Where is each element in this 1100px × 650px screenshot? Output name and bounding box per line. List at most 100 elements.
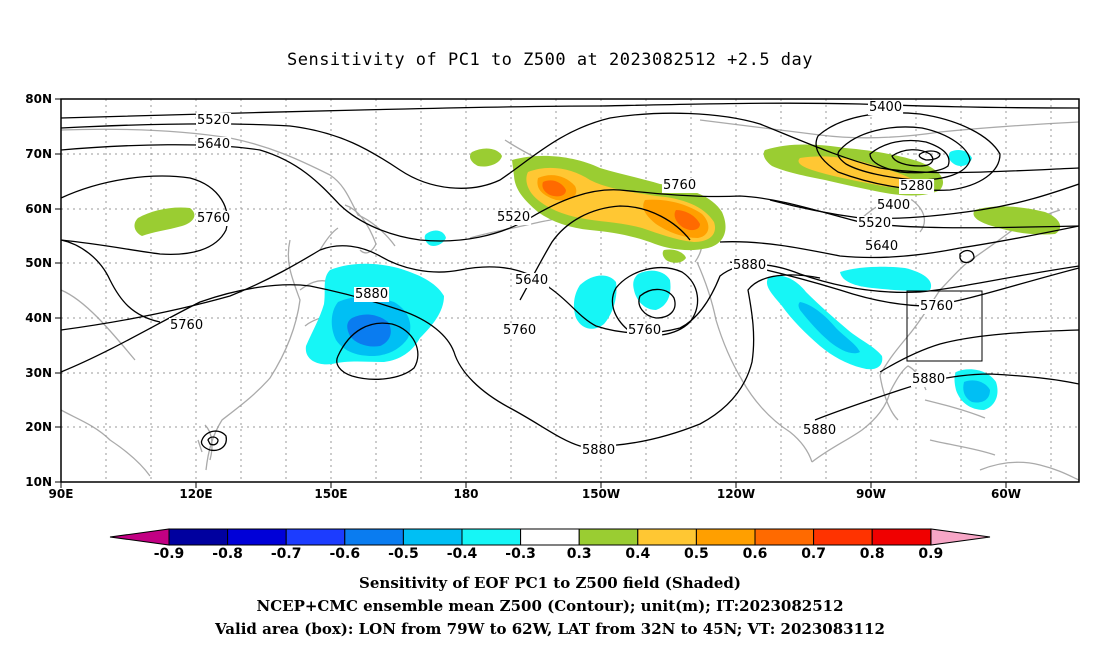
contour-label-5640-b-bg bbox=[864, 239, 900, 254]
colorbar-cell-7 bbox=[520, 528, 580, 546]
map-frame bbox=[60, 98, 1080, 483]
colorbar: -0.9 -0.8 -0.7 -0.6 -0.5 -0.4 -0.3 0.3 0.4 0.5 0.6… bbox=[109, 528, 991, 562]
contour-label-5400-a: 5400 bbox=[869, 100, 902, 115]
coast-hudson-bay bbox=[859, 198, 926, 233]
contour-label-5640-c-bg bbox=[514, 273, 550, 288]
lon-label-120e: 120E bbox=[179, 487, 212, 501]
colorbar-label: 0.6 bbox=[743, 546, 768, 562]
shade-pos-0.3-siberia-east bbox=[470, 148, 502, 167]
colorbar-cell-9 bbox=[637, 528, 697, 546]
contour-label-5520-a: 5520 bbox=[197, 113, 230, 128]
colorbar-label: 0.9 bbox=[918, 546, 943, 562]
lat-label-70n: 70N bbox=[25, 147, 52, 161]
colorbar-cell-1 bbox=[168, 528, 229, 546]
contour-label-5280: 5280 bbox=[900, 179, 933, 194]
shade-neg-0.3-canada-south bbox=[840, 266, 932, 291]
colorbar-label: -0.8 bbox=[212, 546, 243, 562]
colorbar-label: -0.3 bbox=[505, 546, 536, 562]
coast-caribbean bbox=[924, 399, 996, 456]
contour-label-5520-b: 5520 bbox=[497, 210, 530, 225]
colorbar-label: -0.4 bbox=[447, 546, 478, 562]
shade-pos-0.4-arctic-canada bbox=[798, 156, 920, 188]
lat-label-50n: 50N bbox=[25, 256, 52, 270]
colorbar-left-arrow bbox=[109, 528, 170, 546]
colorbar-cell-6 bbox=[461, 528, 522, 546]
contour-5760-subtropic bbox=[61, 245, 1079, 334]
contour-label-5760-c: 5760 bbox=[503, 323, 536, 338]
contour-label-5760-f-bg bbox=[919, 299, 955, 314]
contour-label-5880-c-bg bbox=[911, 372, 947, 387]
contour-label-5760-b: 5760 bbox=[663, 178, 696, 193]
contour-label-group: 5400 5520 5640 5760 5520 5760 5280 5400 … bbox=[169, 100, 955, 458]
colorbar-right-arrow bbox=[930, 528, 991, 546]
coast-sakhalin bbox=[319, 227, 339, 251]
colorbar-cell-10 bbox=[695, 528, 756, 546]
contour-5640-trough bbox=[519, 205, 691, 301]
axis-ticks bbox=[55, 98, 1007, 488]
contour-label-5760-a: 5760 bbox=[197, 211, 230, 226]
contour-5520-north bbox=[61, 112, 1079, 189]
contour-5880-west-pacific bbox=[61, 274, 821, 447]
contour-5880-cutoff bbox=[336, 322, 419, 380]
lat-label-80n: 80N bbox=[25, 92, 52, 106]
contour-label-5520-b-bg bbox=[496, 210, 532, 225]
contour-label-5760-d: 5760 bbox=[628, 323, 661, 338]
coast-florida bbox=[879, 374, 899, 421]
contour-label-5880-e: 5880 bbox=[582, 443, 615, 458]
contour-5880-philippines bbox=[200, 430, 227, 452]
contour-label-5880-b-bg bbox=[354, 287, 390, 302]
colorbar-label: 0.5 bbox=[684, 546, 709, 562]
colorbar-cell-4 bbox=[344, 528, 404, 546]
lat-label-10n: 10N bbox=[25, 475, 52, 489]
contour-label-5880-e-bg bbox=[581, 443, 617, 458]
caption-line-1: Sensitivity of EOF PC1 to Z500 field (Sh… bbox=[359, 574, 741, 592]
contour-label-5760-a-bg bbox=[196, 211, 232, 226]
colorbar-label: 0.7 bbox=[801, 546, 826, 562]
contour-label-5760-f: 5760 bbox=[920, 299, 953, 314]
contour-label-5880-b: 5880 bbox=[355, 287, 388, 302]
contour-label-5520-c: 5520 bbox=[858, 216, 891, 231]
contour-5880-subtropic-ne bbox=[879, 329, 1079, 373]
caption-line-3: Valid area (box): LON from 79W to 62W, L… bbox=[215, 620, 885, 638]
colorbar-cell-5 bbox=[402, 528, 463, 546]
valid-area-box bbox=[906, 290, 983, 362]
colorbar-label: -0.5 bbox=[388, 546, 419, 562]
contour-label-5880-d-bg bbox=[802, 423, 838, 438]
contour-label-5520-c-bg bbox=[857, 216, 893, 231]
contour-label-5880-a-bg bbox=[732, 258, 768, 273]
latitude-labels: 80N 70N 60N 50N 40N 30N 20N 10N bbox=[25, 92, 52, 489]
contour-label-5640-a-bg bbox=[196, 137, 232, 152]
contour-5400-top bbox=[61, 102, 1079, 119]
contour-label-5640-b: 5640 bbox=[865, 239, 898, 254]
lat-label-30n: 30N bbox=[25, 366, 52, 380]
lon-label-60w: 60W bbox=[991, 487, 1021, 501]
contour-5880-east-pacific-low bbox=[638, 288, 676, 319]
contour-label-5760-e-bg bbox=[169, 318, 205, 333]
colorbar-label: -0.7 bbox=[271, 546, 302, 562]
lon-label-150w: 150W bbox=[582, 487, 620, 501]
contour-5760-north bbox=[61, 175, 228, 256]
shade-neg-0.3-iceland bbox=[948, 150, 972, 166]
contour-label-5280-bg bbox=[899, 179, 935, 194]
shade-neg-0.5-west-pacific bbox=[347, 314, 391, 347]
colorbar-cell-2 bbox=[227, 528, 287, 546]
contour-5400-low bbox=[837, 126, 971, 181]
contour-label-5760-d-bg bbox=[627, 323, 663, 338]
caption-line-2: NCEP+CMC ensemble mean Z500 (Contour); u… bbox=[256, 597, 844, 615]
contour-label-5400-b-bg bbox=[876, 198, 912, 213]
lon-label-120w: 120W bbox=[717, 487, 755, 501]
contour-label-5760-b-bg bbox=[662, 178, 698, 193]
contour-label-5880-c: 5880 bbox=[912, 372, 945, 387]
contour-5760-asia bbox=[61, 239, 161, 323]
contour-label-5880-d: 5880 bbox=[803, 423, 836, 438]
coast-north-america-west bbox=[696, 261, 813, 463]
positive-sensitivity-shading bbox=[134, 144, 1061, 263]
map-title: Sensitivity of PC1 to Z500 at 2023082512… bbox=[286, 50, 813, 70]
contour-5640-low-east bbox=[769, 183, 1079, 220]
shade-pos-0.5-gulf-alaska bbox=[537, 175, 709, 238]
contour-label-5760-c-bg bbox=[502, 323, 538, 338]
contour-5760-lat50 bbox=[719, 225, 1079, 259]
coast-south-america bbox=[979, 461, 1079, 481]
lat-label-40n: 40N bbox=[25, 311, 52, 325]
contour-label-5520-a-bg bbox=[196, 113, 232, 128]
